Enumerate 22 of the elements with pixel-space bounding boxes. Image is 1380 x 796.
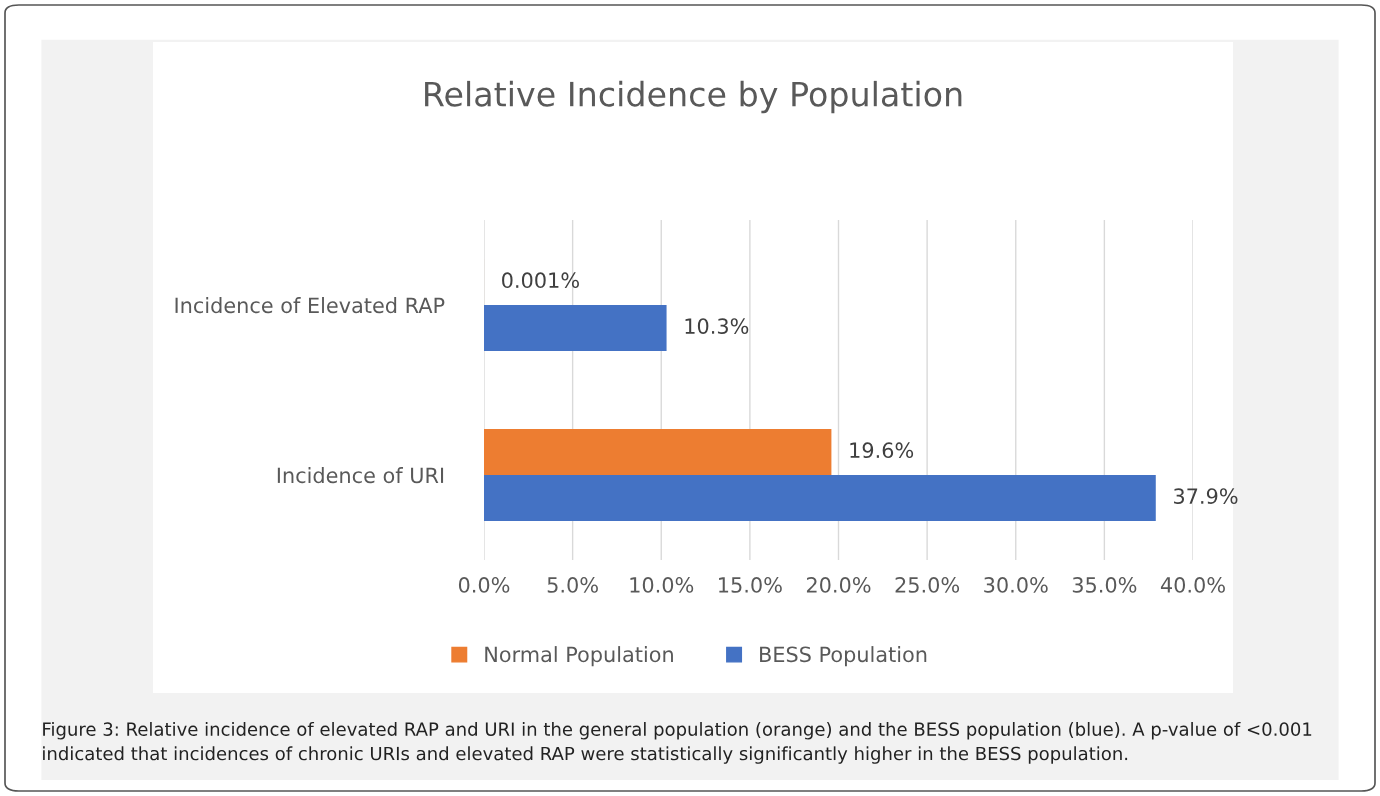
x-tick-label: 30.0% (984, 577, 1048, 593)
bar (484, 305, 667, 351)
data-label: 37.9% (1174, 488, 1238, 504)
y-tick-label: Incidence of Elevated RAP (175, 297, 445, 314)
legend-label: BESS Population (760, 646, 927, 667)
y-tick-label: Incidence of URI (277, 467, 444, 484)
data-label: 19.6% (850, 442, 914, 459)
bar (484, 475, 1156, 521)
data-label: 0.001% (502, 272, 579, 289)
data-label: 10.3% (685, 318, 749, 334)
x-tick-label: 5.0% (547, 577, 598, 593)
chart-title: Relative Incidence by Population (425, 80, 962, 114)
x-tick-label: 25.0% (895, 577, 960, 593)
bar (484, 429, 832, 475)
x-tick-label: 35.0% (1072, 577, 1137, 593)
x-tick-label: 20.0% (806, 577, 871, 593)
legend-label: Normal Population (485, 646, 673, 667)
x-tick-label: 0.0% (458, 577, 510, 593)
caption: Figure 3: Relative incidence of elevated RAP and URI in the general population (orange) and the BESS population (blue). A p-value of <0.001 indicated that incidences of chronic URIs and elevated RAP were statistically significantly higher in the BESS population. (43, 722, 1312, 764)
x-tick-label: 15.0% (719, 577, 782, 593)
x-tick-label: 40.0% (1160, 577, 1225, 593)
x-tick-label: 10.0% (630, 577, 694, 593)
